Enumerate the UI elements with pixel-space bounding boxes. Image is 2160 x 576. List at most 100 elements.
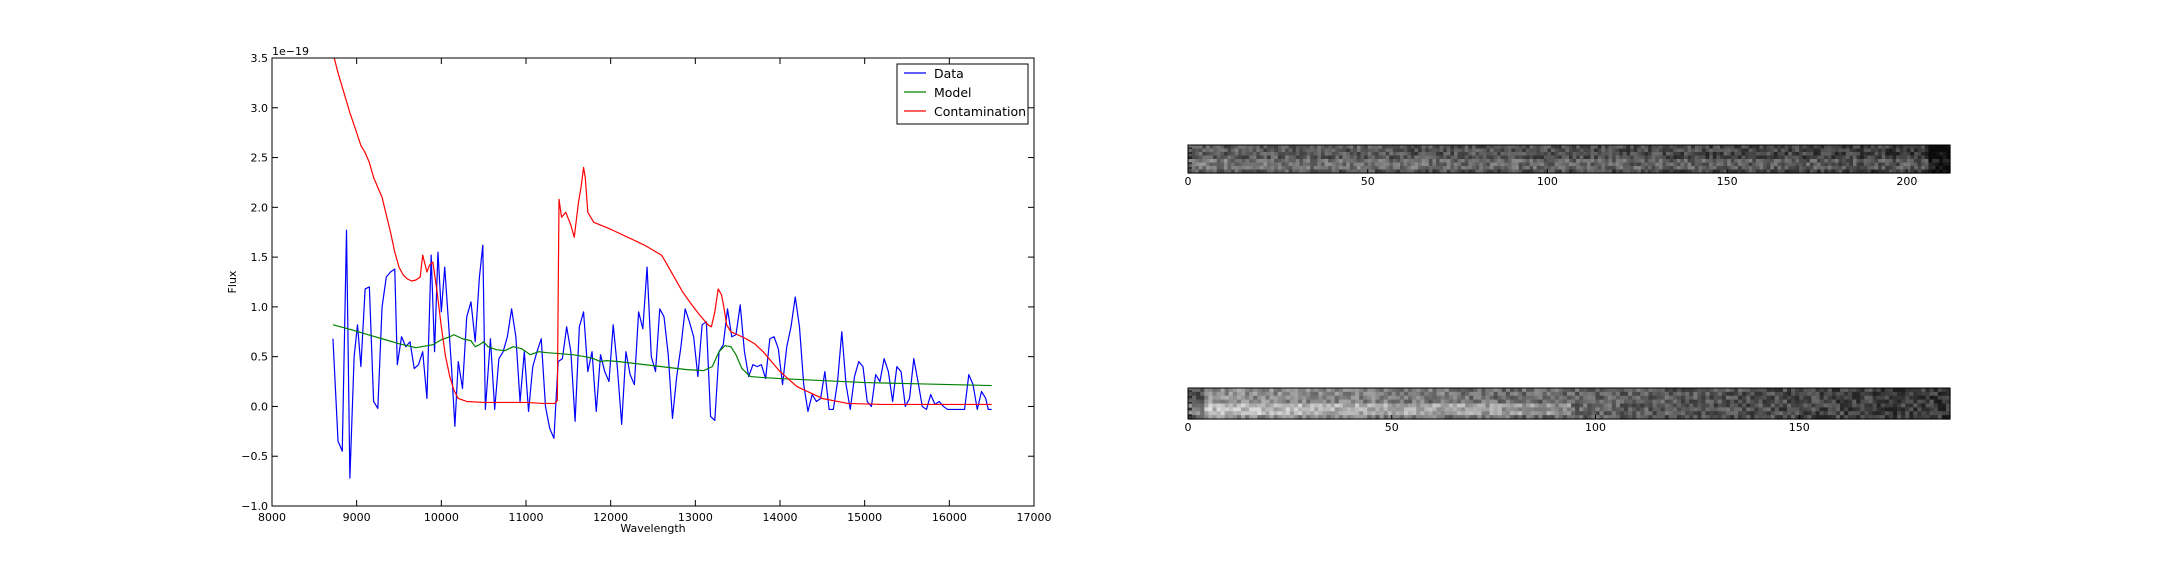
image-pixel	[1932, 152, 1937, 157]
image-pixel	[1204, 391, 1209, 397]
image-pixel	[1579, 399, 1584, 405]
image-pixel	[1856, 166, 1861, 171]
image-pixel	[1914, 169, 1919, 174]
image-pixel	[1410, 169, 1416, 174]
image-pixel	[1709, 399, 1715, 405]
image-pixel	[1576, 169, 1581, 174]
image-pixel	[1599, 411, 1605, 416]
image-pixel	[1475, 159, 1480, 164]
image-pixel	[1439, 148, 1444, 153]
image-pixel	[1607, 415, 1613, 420]
image-pixel	[1289, 415, 1295, 420]
image-pixel	[1558, 407, 1564, 412]
image-pixel	[1782, 411, 1788, 416]
image-pixel	[1443, 166, 1448, 171]
image-pixel	[1241, 148, 1247, 153]
image-pixel	[1791, 415, 1796, 420]
image-pixel	[1420, 407, 1425, 412]
image-pixel	[1267, 145, 1272, 150]
image-pixel	[1505, 415, 1511, 420]
image-pixel	[1867, 169, 1872, 174]
image-pixel	[1198, 169, 1203, 174]
image-pixel	[1265, 395, 1271, 401]
image-pixel	[1651, 148, 1656, 153]
image-pixel	[1224, 415, 1230, 420]
image-pixel	[1522, 145, 1527, 150]
image-pixel	[1719, 155, 1725, 160]
image-pixel	[1626, 145, 1631, 150]
image-pixel	[1440, 411, 1446, 416]
image-pixel	[1525, 162, 1531, 167]
image-pixel	[1823, 395, 1829, 401]
image-pixel	[1274, 166, 1279, 171]
image-pixel	[1259, 162, 1265, 167]
image-pixel	[1734, 152, 1739, 157]
image-pixel	[1885, 155, 1890, 160]
image-pixel	[1615, 388, 1621, 393]
image-pixel	[1562, 407, 1568, 412]
image-pixel	[1864, 399, 1870, 405]
image-pixel	[1655, 155, 1660, 160]
image-pixel	[1477, 399, 1482, 405]
image-pixel	[1452, 388, 1458, 393]
image-pixel	[1324, 152, 1329, 157]
image-pixel	[1558, 391, 1564, 397]
image-pixel	[1208, 411, 1214, 416]
image-pixel	[1295, 155, 1301, 160]
image-pixel	[1205, 148, 1211, 153]
image-pixel	[1216, 159, 1221, 164]
image-pixel	[1453, 166, 1459, 171]
image-pixel	[1500, 145, 1505, 150]
image-pixel	[1453, 159, 1459, 164]
image-pixel	[1208, 415, 1214, 420]
image-pixel	[1522, 169, 1527, 174]
image-pixel	[1399, 403, 1405, 408]
image-pixel	[1403, 169, 1408, 174]
image-pixel	[1685, 391, 1690, 397]
image-pixel	[1408, 395, 1413, 401]
image-pixel	[1752, 148, 1757, 153]
image-pixel	[1579, 155, 1584, 160]
image-pixel	[1330, 399, 1336, 405]
image-pixel	[1917, 388, 1923, 393]
image-pixel	[1849, 166, 1854, 171]
image-pixel	[1317, 159, 1322, 164]
image-pixel	[1689, 399, 1694, 405]
image-pixel	[1542, 391, 1548, 397]
image-pixel	[1672, 403, 1678, 408]
image-pixel	[1571, 403, 1576, 408]
legend-label-data: Data	[934, 66, 964, 81]
image-pixel	[1766, 148, 1771, 153]
image-pixel	[1489, 415, 1495, 420]
image-pixel	[1668, 403, 1674, 408]
image-pixel	[1191, 162, 1196, 167]
image-pixel	[1630, 162, 1635, 167]
image-pixel	[1870, 169, 1876, 174]
image-pixel	[1485, 388, 1491, 393]
image-pixel	[1658, 155, 1664, 160]
image-pixel	[1421, 159, 1426, 164]
image-pixel	[1913, 399, 1918, 405]
image-pixel	[1410, 148, 1416, 153]
image-pixel	[1513, 399, 1519, 405]
image-pixel	[1604, 159, 1610, 164]
image-pixel	[1599, 415, 1605, 420]
image-pixel	[1897, 403, 1902, 408]
image-pixel	[1558, 388, 1564, 393]
image-x-tick-label: 0	[1185, 175, 1192, 188]
image-pixel	[1420, 395, 1425, 401]
image-pixel	[1298, 391, 1303, 397]
image-pixel	[1511, 145, 1516, 150]
image-pixel	[1489, 388, 1495, 393]
image-pixel	[1303, 148, 1308, 153]
image-pixel	[1909, 399, 1914, 405]
image-pixel	[1228, 411, 1234, 416]
image-pixel	[1306, 145, 1311, 150]
image-pixel	[1245, 166, 1250, 171]
image-pixel	[1473, 388, 1478, 393]
image-pixel	[1604, 148, 1610, 153]
image-pixel	[1436, 395, 1442, 401]
image-pixel	[1664, 411, 1670, 416]
image-pixel	[1755, 145, 1761, 150]
image-pixel	[1662, 166, 1667, 171]
